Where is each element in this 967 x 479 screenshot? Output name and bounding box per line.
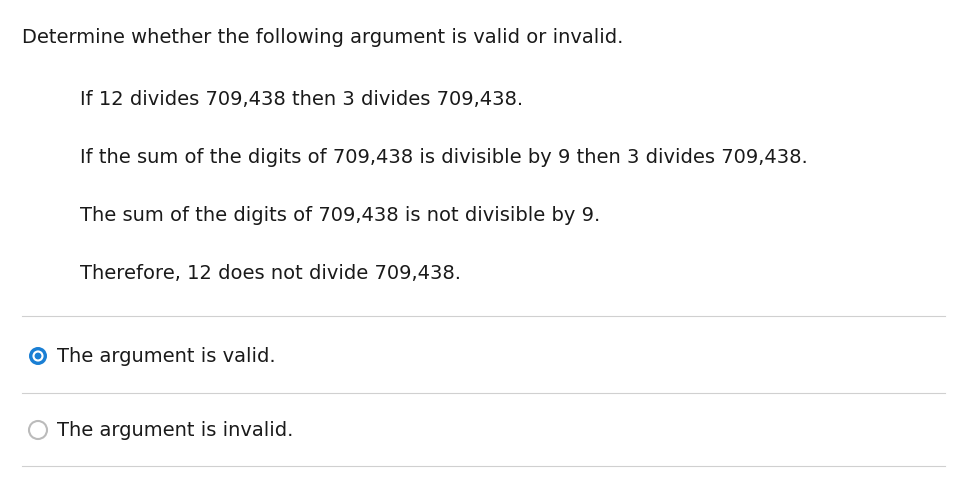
Text: Therefore, 12 does not divide 709,438.: Therefore, 12 does not divide 709,438. — [80, 264, 461, 283]
Text: If 12 divides 709,438 then 3 divides 709,438.: If 12 divides 709,438 then 3 divides 709… — [80, 90, 523, 109]
Ellipse shape — [33, 351, 44, 362]
Ellipse shape — [29, 421, 47, 439]
Text: The argument is invalid.: The argument is invalid. — [57, 421, 293, 440]
Text: The argument is valid.: The argument is valid. — [57, 346, 276, 365]
Ellipse shape — [29, 347, 47, 365]
Text: Determine whether the following argument is valid or invalid.: Determine whether the following argument… — [22, 28, 624, 47]
Text: The sum of the digits of 709,438 is not divisible by 9.: The sum of the digits of 709,438 is not … — [80, 206, 601, 225]
Ellipse shape — [35, 353, 42, 359]
Text: If the sum of the digits of 709,438 is divisible by 9 then 3 divides 709,438.: If the sum of the digits of 709,438 is d… — [80, 148, 807, 167]
